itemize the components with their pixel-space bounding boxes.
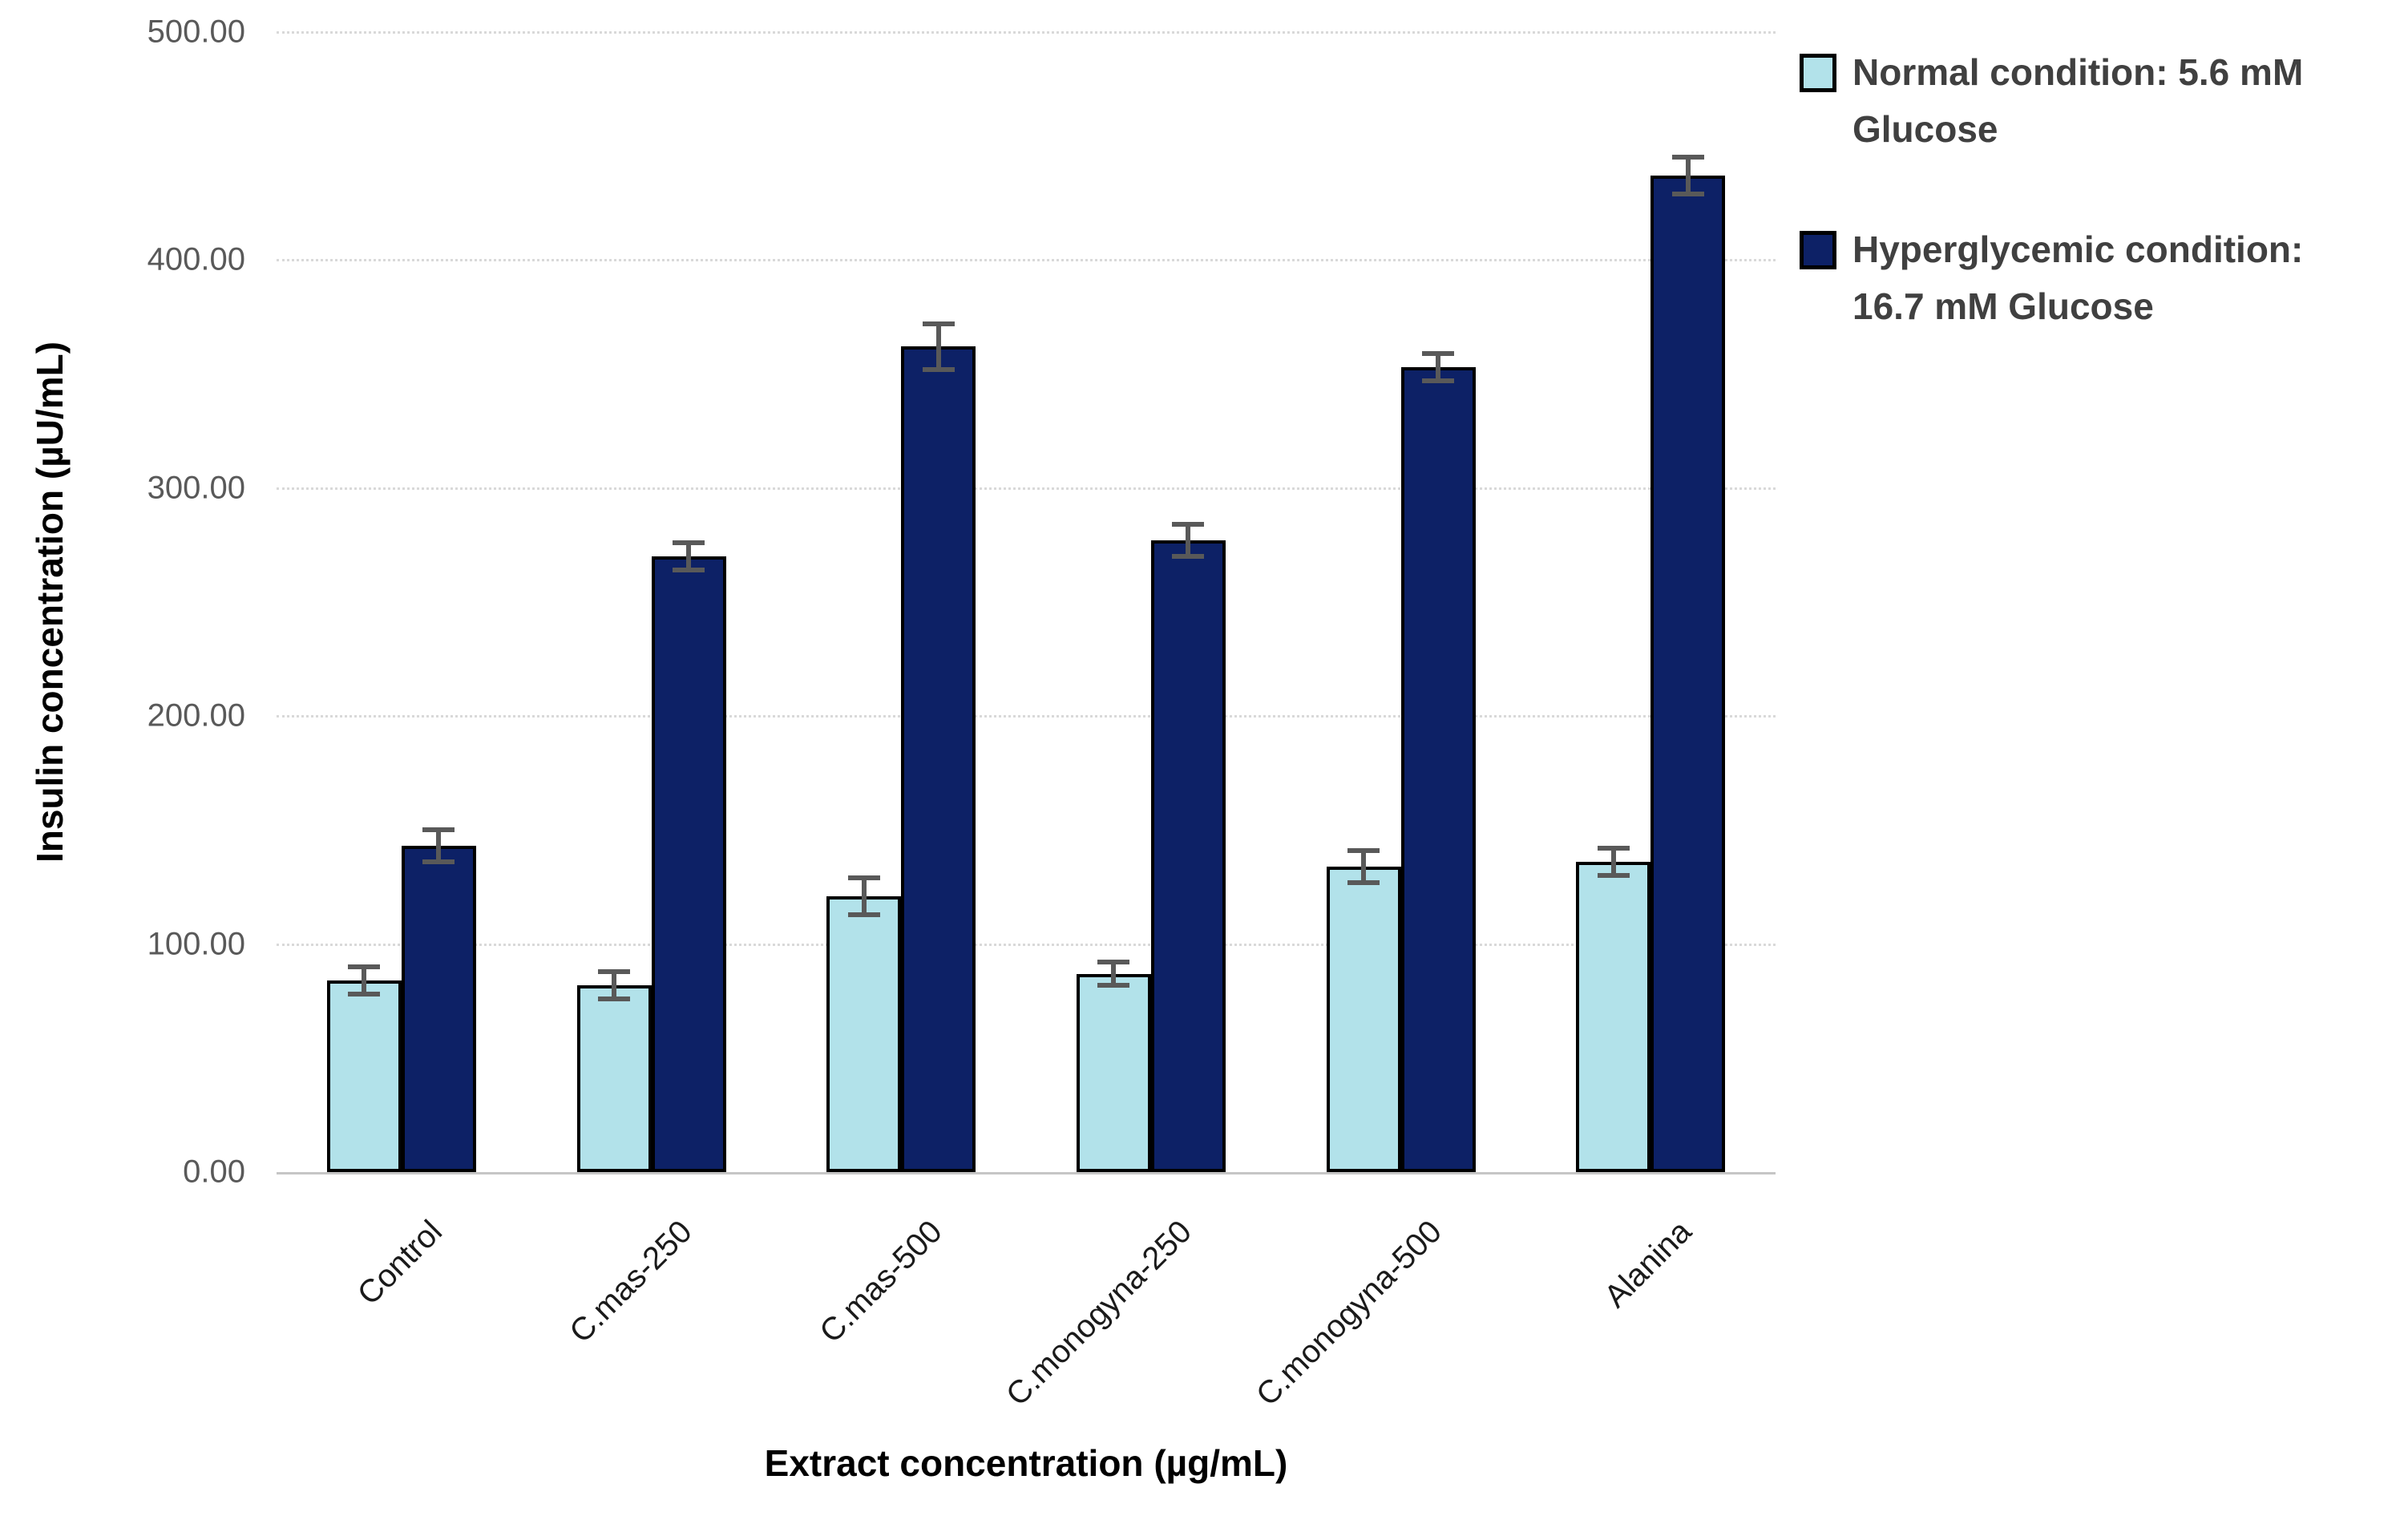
gridline-300 [277,487,1776,490]
bar-C.monogyna-250-normal [1076,973,1151,1172]
error-cap [1347,879,1380,885]
x-label-C.monogyna-500: C.monogyna-500 [1249,1214,1448,1413]
y-tick-label-500.00: 500.00 [147,14,245,50]
error-bar-C.mas-500-normal [861,879,867,912]
error-cap [348,992,381,997]
error-bar-C.monogyna-500-hyperglycemic [1436,355,1440,379]
gridline-500 [277,31,1776,34]
error-bar-C.monogyna-250-hyperglycemic [1186,527,1191,555]
error-bar-Control-hyperglycemic [436,832,442,860]
error-cap [598,968,630,974]
error-cap [1172,554,1205,560]
y-tick-label-400.00: 400.00 [147,241,245,277]
bar-C.mas-250-hyperglycemic [651,556,726,1172]
x-label-C.monogyna-250: C.monogyna-250 [999,1214,1198,1413]
error-cap [598,997,630,1002]
error-bar-Alanina-normal [1610,851,1616,874]
x-label-Alanina: Alanina [1597,1214,1699,1315]
error-cap [1671,192,1704,197]
bar-C.mas-250-normal [576,984,652,1172]
bar-Control-normal [326,980,402,1172]
y-axis-tick-labels: 0.00 100.00 200.00 300.00 400.00 500.00 [0,14,257,1190]
error-cap [1347,847,1380,853]
error-cap [1422,378,1454,384]
legend-label-normal: Normal condition: 5.6 mM Glucose [1852,51,2304,151]
error-cap [1597,846,1630,851]
y-tick-label-200.00: 200.00 [147,697,245,734]
error-cap [1097,982,1130,988]
legend-label-hyperglycemic: Hyperglycemic condition: 16.7 mM Glucose [1852,228,2304,327]
error-cap [847,875,880,880]
bar-C.mas-500-normal [826,895,902,1172]
legend-item-normal: Normal condition: 5.6 mM Glucose [1800,44,2377,159]
error-bar-Alanina-hyperglycemic [1685,160,1691,192]
legend-swatch-hyperglycemic-icon [1800,230,1836,269]
error-cap [1597,873,1630,879]
error-cap [1422,350,1454,356]
y-tick-label-100.00: 100.00 [147,926,245,962]
bar-Control-hyperglycemic [401,846,476,1172]
error-cap [673,540,705,545]
bar-C.monogyna-500-normal [1326,866,1401,1172]
error-bar-C.mas-250-normal [612,973,616,997]
gridline-200 [277,715,1776,718]
x-axis-title: Extract concentration (µg/mL) [764,1442,1288,1484]
bar-C.monogyna-500-hyperglycemic [1400,367,1476,1172]
bar-Alanina-hyperglycemic [1650,176,1726,1172]
bar-C.monogyna-250-hyperglycemic [1150,540,1226,1172]
error-cap [673,568,705,573]
error-cap [1172,522,1205,528]
legend: Normal condition: 5.6 mM Glucose Hypergl… [1800,44,2377,398]
error-bar-C.monogyna-500-normal [1361,852,1366,880]
bar-C.mas-500-hyperglycemic [901,346,976,1172]
y-tick-label-300.00: 300.00 [147,470,245,506]
y-tick-label-0.00: 0.00 [183,1154,245,1190]
legend-swatch-normal-icon [1800,54,1836,92]
error-cap [422,859,455,865]
error-bar-C.mas-250-hyperglycemic [686,544,691,568]
bar-Alanina-normal [1576,862,1651,1172]
error-bar-C.monogyna-250-normal [1111,964,1117,983]
error-cap [847,912,880,917]
legend-item-hyperglycemic: Hyperglycemic condition: 16.7 mM Glucose [1800,221,2377,336]
plot-area [277,31,1776,1174]
error-cap [348,964,381,969]
x-label-Control: Control [350,1214,449,1312]
gridline-100 [277,943,1776,946]
error-bar-C.mas-500-hyperglycemic [935,325,941,368]
error-cap [1097,960,1130,965]
error-cap [1671,155,1704,160]
error-cap [922,321,955,326]
gridline-400 [277,259,1776,262]
x-label-C.mas-500: C.mas-500 [812,1214,949,1350]
error-cap [922,367,955,373]
error-bar-Control-normal [362,968,367,992]
error-cap [422,827,455,833]
x-label-C.mas-250: C.mas-250 [563,1214,699,1350]
